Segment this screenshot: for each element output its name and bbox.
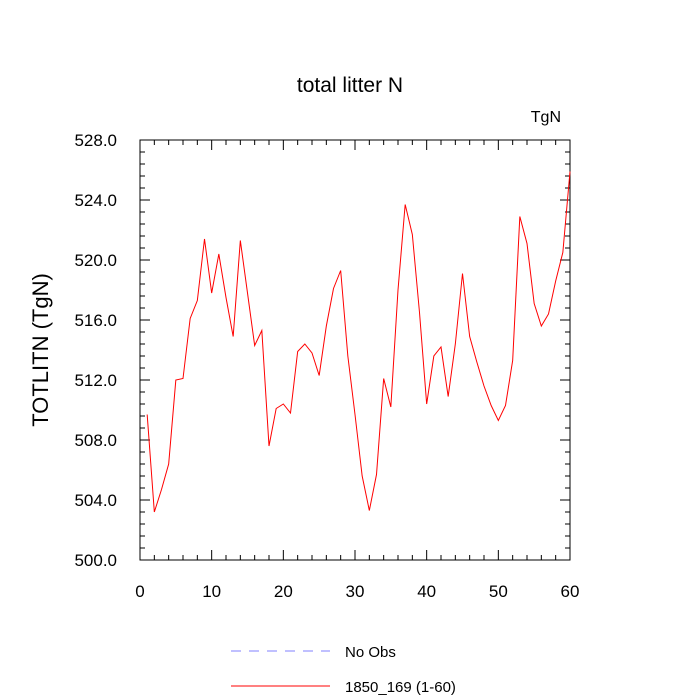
y-tick-label: 524.0 <box>74 191 117 210</box>
y-tick-label: 516.0 <box>74 311 117 330</box>
x-tick-label: 0 <box>135 582 144 601</box>
x-tick-label: 50 <box>489 582 508 601</box>
y-tick-label: 512.0 <box>74 371 117 390</box>
y-tick-label: 528.0 <box>74 131 117 150</box>
y-tick-label: 520.0 <box>74 251 117 270</box>
series-line-1 <box>146 171 571 513</box>
x-tick-label: 60 <box>561 582 580 601</box>
x-tick-label: 20 <box>274 582 293 601</box>
y-tick-label: 504.0 <box>74 491 117 510</box>
x-tick-label: 10 <box>202 582 221 601</box>
y-tick-label: 500.0 <box>74 551 117 570</box>
x-tick-label: 40 <box>417 582 436 601</box>
units-label: TgN <box>531 109 561 126</box>
y-axis-label: TOTLITN (TgN) <box>28 273 53 427</box>
x-axis: 0 10 20 30 40 50 60 <box>135 140 579 601</box>
y-axis: 500.0 504.0 508.0 512.0 516.0 520.0 524.0 528.0 <box>74 131 570 570</box>
legend: No Obs 1850_169 (1-60) <box>231 644 456 696</box>
legend-label-no-obs: No Obs <box>345 644 396 661</box>
legend-label-1850-169: 1850_169 (1-60) <box>345 679 456 696</box>
chart-title: total litter N <box>297 74 403 97</box>
plot-border <box>139 139 571 561</box>
series-layer <box>146 171 571 513</box>
plot-frame <box>139 139 571 561</box>
x-tick-label: 30 <box>346 582 365 601</box>
y-tick-label: 508.0 <box>74 431 117 450</box>
